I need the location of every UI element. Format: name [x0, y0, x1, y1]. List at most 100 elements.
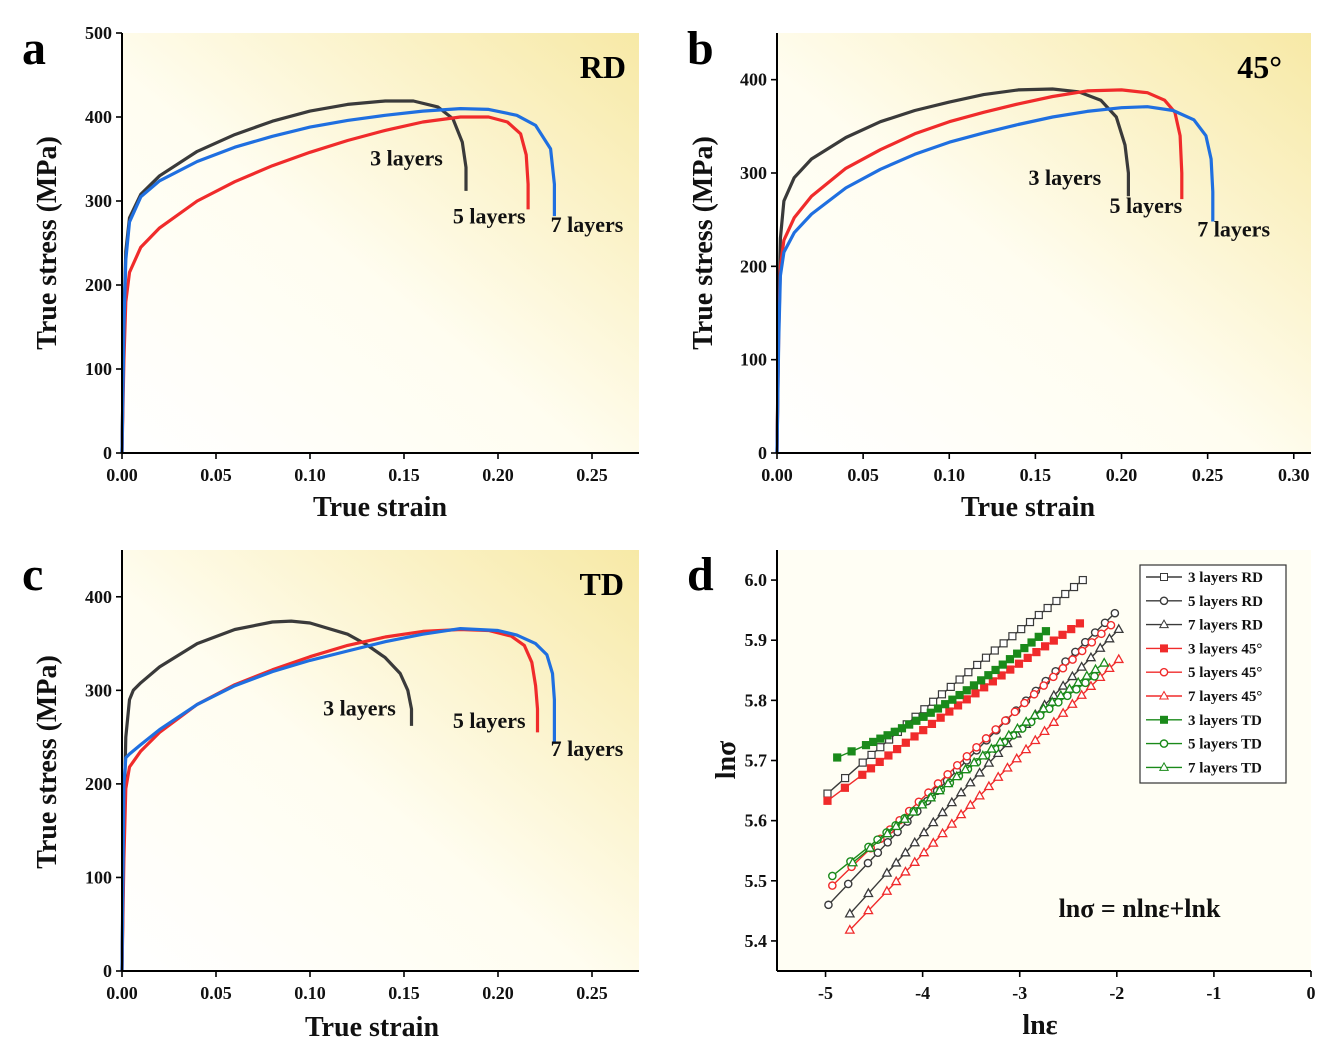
legend-entry: 7 layers RD: [1188, 618, 1263, 634]
data-point: [1064, 683, 1075, 693]
legend-marker: [1159, 596, 1169, 606]
legend-marker: [1159, 667, 1169, 677]
data-point: [926, 708, 935, 717]
data-point: [881, 885, 893, 895]
data-point: [945, 707, 954, 716]
data-point: [858, 770, 867, 779]
y-tick-label: 300: [85, 191, 112, 211]
data-point: [882, 827, 893, 838]
data-point: [1076, 689, 1087, 699]
data-point: [933, 704, 943, 713]
plot-background: [777, 33, 1311, 453]
data-point: [1046, 696, 1058, 706]
data-point: [1081, 670, 1093, 680]
panel-a: 3 layers 5 layers 7 layers 0.00 0.05 0.10 0.15…: [22, 22, 639, 523]
data-point: [916, 799, 928, 809]
data-point: [969, 681, 979, 690]
data-point: [863, 904, 874, 915]
data-point: [1085, 680, 1097, 690]
x-tick-label: 0.15: [388, 983, 420, 1003]
data-point: [964, 668, 973, 677]
data-point: [1025, 617, 1035, 627]
data-point: [983, 757, 995, 767]
series-label: 7 layers: [551, 736, 624, 761]
x-tick-label: 0.20: [1106, 465, 1138, 485]
data-point: [840, 783, 849, 792]
data-point: [1090, 672, 1099, 681]
data-point: [1097, 629, 1106, 639]
data-point: [929, 697, 938, 706]
x-tick-label: 0.10: [294, 465, 326, 485]
data-point: [833, 753, 842, 762]
data-point: [1052, 596, 1061, 606]
y-tick-label: 300: [85, 680, 112, 700]
plot-background: [122, 550, 639, 971]
data-point: [901, 738, 910, 747]
data-point: [1072, 676, 1084, 687]
x-tick-label: -3: [1012, 983, 1027, 1003]
data-point: [942, 777, 954, 788]
data-point: [1034, 632, 1043, 641]
data-point: [1058, 663, 1068, 673]
data-point: [823, 796, 832, 805]
legend-entry: 3 layers TD: [1188, 713, 1262, 729]
data-point: [934, 784, 945, 795]
data-point: [1078, 575, 1087, 585]
data-point: [981, 734, 991, 743]
data-point: [965, 799, 976, 809]
data-point: [991, 725, 1000, 734]
data-point: [974, 767, 985, 777]
data-point: [1077, 646, 1087, 656]
legend-marker: [1159, 739, 1169, 748]
data-point: [866, 764, 876, 773]
data-point: [960, 763, 971, 774]
data-point: [890, 857, 902, 867]
data-point: [971, 689, 980, 698]
data-point: [858, 758, 867, 767]
data-point: [828, 881, 837, 890]
data-point: [974, 790, 985, 800]
y-tick-label: 5.7: [745, 751, 768, 771]
data-point: [1106, 620, 1116, 630]
data-point: [1048, 689, 1060, 700]
data-point: [1104, 632, 1115, 643]
data-point: [984, 671, 993, 680]
data-point: [1113, 623, 1125, 634]
data-point: [919, 726, 928, 735]
series-line-3-layers: [120, 619, 414, 972]
data-point: [843, 879, 853, 889]
x-tick-label: 0.00: [106, 465, 138, 485]
x-tick-label: 0.05: [847, 465, 879, 485]
data-point: [1002, 762, 1013, 772]
data-point: [900, 846, 911, 857]
data-point: [1000, 716, 1010, 725]
data-point: [988, 677, 997, 686]
data-point: [1010, 707, 1020, 717]
y-axis-title: True stress (MPa): [32, 136, 63, 350]
data-point: [890, 820, 902, 831]
data-point: [997, 671, 1006, 680]
data-point: [937, 690, 947, 699]
data-point: [977, 676, 986, 685]
data-point: [943, 770, 952, 779]
y-tick-label: 300: [740, 163, 767, 183]
data-point: [1090, 663, 1101, 674]
panel-label: b: [687, 22, 714, 75]
legend-entry: 5 layers TD: [1188, 737, 1262, 753]
data-point: [994, 736, 1006, 746]
data-point: [1038, 702, 1049, 713]
data-point: [983, 780, 995, 791]
y-axis-title: lnσ: [711, 740, 742, 779]
data-point: [909, 856, 921, 866]
data-point: [1104, 662, 1115, 673]
data-point: [962, 686, 971, 695]
data-point: [844, 924, 856, 934]
y-tick-label: 500: [85, 23, 112, 43]
data-point: [876, 734, 885, 743]
y-axis-title: True stress (MPa): [32, 655, 63, 869]
x-tick-label: 0.30: [1278, 465, 1310, 485]
x-axis-title: True strain: [305, 1012, 439, 1043]
x-tick-label: 0.25: [576, 983, 608, 1003]
data-point: [955, 808, 967, 819]
